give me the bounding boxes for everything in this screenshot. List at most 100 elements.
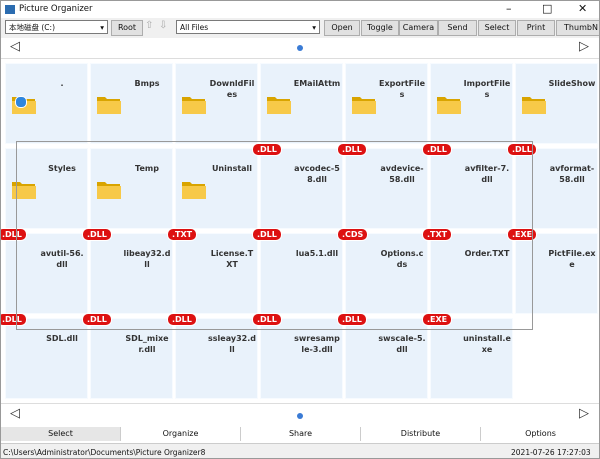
thumbnail[interactable]: Order.TXT xyxy=(430,233,513,314)
tab[interactable]: Select xyxy=(1,427,121,441)
file-type-badge: .DLL xyxy=(422,143,452,156)
toolbar-button[interactable]: ThumbN xyxy=(556,20,599,36)
file-name: swscale-5.dll xyxy=(378,334,426,354)
prev-page[interactable]: ◁ xyxy=(10,39,20,54)
file-name: SDL.dll xyxy=(46,334,78,343)
drive-select[interactable]: 本地磁盘 (C:) xyxy=(5,20,108,35)
down-button[interactable]: ⇩ xyxy=(159,20,168,31)
thumbnail[interactable]: avformat-58.dll xyxy=(515,148,598,229)
next-page[interactable]: ▷ xyxy=(579,406,589,421)
file-name: PictFile.exe xyxy=(548,249,596,269)
file-name: libeay32.dll xyxy=(123,249,171,269)
thumbnail[interactable]: avdevice-58.dll xyxy=(345,148,428,229)
file-type-badge: .DLL xyxy=(82,313,112,326)
toolbar-button[interactable]: Print xyxy=(517,20,555,36)
file-type-badge: .EXE xyxy=(507,228,538,241)
file-type-badge: .TXT xyxy=(167,228,198,241)
thumbnail[interactable]: . xyxy=(5,63,88,144)
thumbnail[interactable]: ssleay32.dll xyxy=(175,318,258,399)
file-name: avutil-56.dll xyxy=(40,249,84,269)
file-name: Uninstall xyxy=(211,164,253,173)
file-type-badge: .TXT xyxy=(422,228,453,241)
file-name: ssleay32.dll xyxy=(208,334,256,354)
thumbnail[interactable]: libeay32.dll xyxy=(90,233,173,314)
file-type-badge: .DLL xyxy=(337,143,367,156)
toolbar-button[interactable]: Send xyxy=(438,20,477,36)
title-bar: Picture Organizer – □ ✕ xyxy=(1,1,599,19)
tab[interactable]: Organize xyxy=(121,427,241,441)
file-type-badge: .DLL xyxy=(507,143,537,156)
thumbnail[interactable]: avcodec-58.dll xyxy=(260,148,343,229)
file-name: Styles xyxy=(48,164,76,173)
app-icon xyxy=(5,5,15,14)
file-name: ExportFiles xyxy=(379,79,425,99)
file-type-badge: .EXE xyxy=(422,313,453,326)
thumbnail[interactable]: DownldFiles xyxy=(175,63,258,144)
thumbnail[interactable]: uninstall.exe xyxy=(430,318,513,399)
file-name: Order.TXT xyxy=(464,249,510,258)
file-name: Temp xyxy=(135,164,159,173)
toolbar-button[interactable]: Open xyxy=(324,20,360,36)
file-type-badge: .DLL xyxy=(167,313,197,326)
thumbnail[interactable]: avfilter-7.dll xyxy=(430,148,513,229)
thumbnail[interactable]: Uninstall xyxy=(175,148,258,229)
toolbar-button[interactable]: Toggle xyxy=(361,20,399,36)
file-name: . xyxy=(60,79,64,88)
file-name: SDL_mixer.dll xyxy=(125,334,169,354)
folder-icon xyxy=(11,179,37,203)
minimize[interactable]: – xyxy=(506,2,512,15)
thumbnail[interactable]: PictFile.exe xyxy=(515,233,598,314)
thumbnail[interactable]: SDL_mixer.dll xyxy=(90,318,173,399)
file-type-badge: .CDS xyxy=(337,228,369,241)
thumbnail[interactable]: ImportFiles xyxy=(430,63,513,144)
next-page[interactable]: ▷ xyxy=(579,39,589,54)
maximize[interactable]: □ xyxy=(542,2,553,15)
thumbnail[interactable]: Bmps xyxy=(90,63,173,144)
file-name: lua5.1.dll xyxy=(295,249,339,258)
thumbnail[interactable]: avutil-56.dll xyxy=(5,233,88,314)
folder-icon xyxy=(96,179,122,203)
file-name: avfilter-7.dll xyxy=(464,164,510,184)
thumbnail[interactable]: swresample-3.dll xyxy=(260,318,343,399)
selection-rectangle xyxy=(16,141,533,330)
thumbnail[interactable]: EMailAttm xyxy=(260,63,343,144)
status-datetime: 2021-07-26 17:27:03 xyxy=(511,448,591,457)
toolbar-button[interactable]: Camera xyxy=(399,20,438,36)
prev-page[interactable]: ◁ xyxy=(10,406,20,421)
file-name: License.TXT xyxy=(210,249,254,269)
thumbnail[interactable]: License.TXT xyxy=(175,233,258,314)
page-dot xyxy=(297,45,303,51)
folder-icon xyxy=(181,179,207,203)
file-type-badge: .DLL xyxy=(1,313,27,326)
thumbnail[interactable]: Options.cds xyxy=(345,233,428,314)
thumbnail[interactable]: lua5.1.dll xyxy=(260,233,343,314)
file-name: uninstall.exe xyxy=(463,334,511,354)
root-button[interactable]: Root xyxy=(111,20,143,36)
file-name: EMailAttm xyxy=(293,79,341,88)
thumbnail[interactable]: SlideShow xyxy=(515,63,598,144)
folder-icon xyxy=(436,94,462,118)
thumbnail[interactable]: swscale-5.dll xyxy=(345,318,428,399)
file-name: ImportFiles xyxy=(463,79,511,99)
up-button[interactable]: ⇧ xyxy=(145,20,154,31)
close[interactable]: ✕ xyxy=(578,2,588,15)
thumbnail[interactable]: Temp xyxy=(90,148,173,229)
window-title: Picture Organizer xyxy=(19,4,93,14)
page-dot xyxy=(297,413,303,419)
tab[interactable]: Options xyxy=(481,427,599,441)
file-type-badge: .DLL xyxy=(1,228,27,241)
filter-select[interactable]: All Files xyxy=(176,20,320,35)
tab[interactable]: Share xyxy=(241,427,361,441)
thumbnail-grid: . Bmps DownldFiles EMailAttm ExportFiles Impo… xyxy=(1,59,599,403)
toolbar-button[interactable]: Select xyxy=(478,20,516,36)
file-name: swresample-3.dll xyxy=(294,334,340,354)
file-type-badge: .DLL xyxy=(82,228,112,241)
tab[interactable]: Distribute xyxy=(361,427,481,441)
thumbnail[interactable]: ExportFiles xyxy=(345,63,428,144)
thumbnail[interactable]: SDL.dll xyxy=(5,318,88,399)
folder-icon xyxy=(96,94,122,118)
file-type-badge: .DLL xyxy=(337,313,367,326)
bottom-nav: ◁ ▷ xyxy=(1,403,599,426)
thumbnail[interactable]: Styles xyxy=(5,148,88,229)
